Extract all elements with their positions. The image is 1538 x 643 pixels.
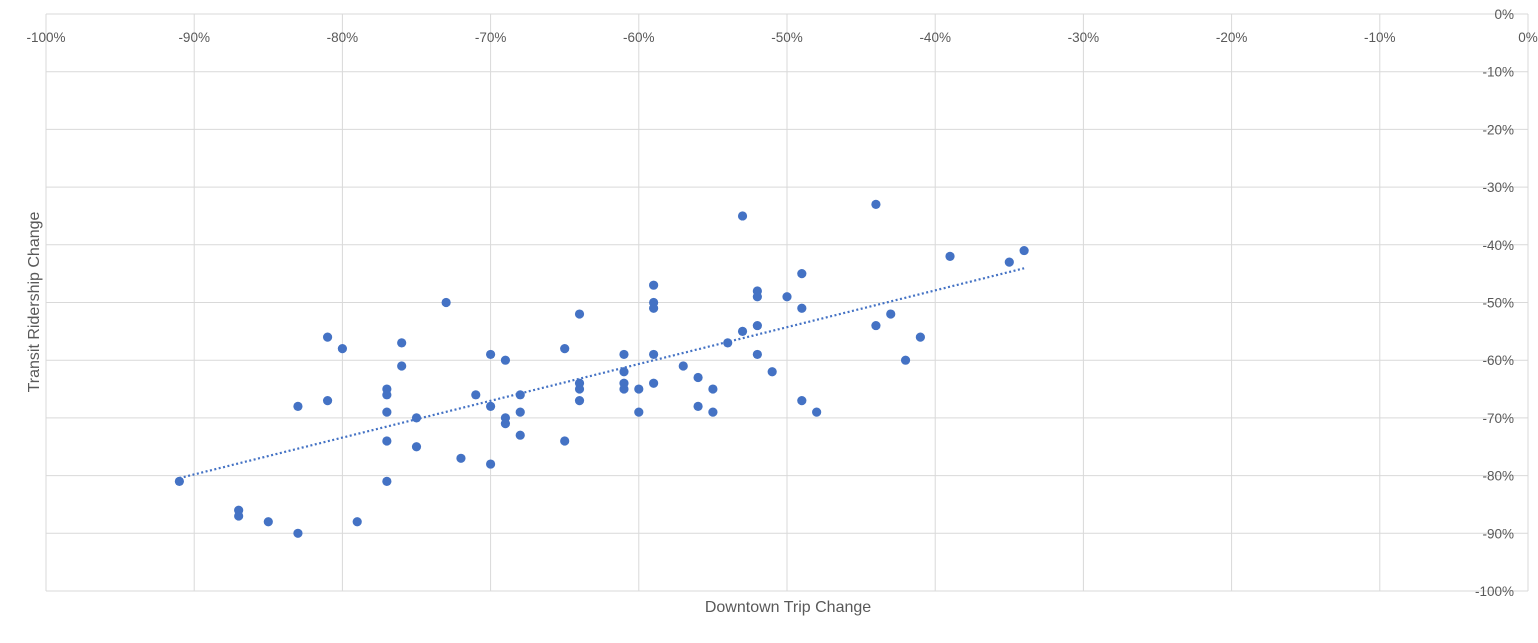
data-point — [871, 199, 881, 210]
data-point — [515, 407, 525, 417]
data-point — [1019, 245, 1029, 256]
data-point — [322, 332, 333, 342]
data-point — [574, 309, 585, 319]
trendline — [179, 267, 1025, 480]
y-tick-label: -10% — [1482, 65, 1514, 80]
data-point — [486, 459, 496, 469]
data-point — [382, 436, 392, 446]
x-tick-label: -40% — [919, 30, 951, 45]
data-point — [752, 349, 762, 360]
y-axis-title: Transit Ridership Change — [26, 211, 43, 392]
y-axis-ticks: 0% -10% -20% -30% -40% -50% -60% -70% -80% -90% -1… — [1475, 7, 1514, 599]
data-point — [797, 303, 807, 313]
y-tick-label: -60% — [1482, 353, 1514, 368]
data-point — [708, 384, 718, 394]
x-tick-label: 0% — [1518, 30, 1538, 45]
y-tick-label: -100% — [1475, 584, 1514, 599]
data-point — [797, 395, 807, 406]
data-point — [382, 476, 392, 486]
data-point — [515, 390, 525, 400]
data-point — [515, 430, 525, 440]
data-point — [263, 517, 273, 527]
data-point — [322, 395, 333, 406]
data-point — [915, 332, 925, 342]
data-point — [634, 407, 644, 417]
data-point — [752, 292, 762, 302]
trendline-layer — [179, 267, 1025, 480]
data-point — [737, 211, 748, 221]
data-point — [337, 344, 347, 354]
data-point — [945, 251, 955, 261]
data-point — [500, 419, 511, 429]
x-axis-ticks: -100% -90% -80% -70% -60% -50% -40% -30% -20% -10… — [26, 30, 1537, 45]
data-point — [234, 511, 244, 521]
data-point — [174, 476, 184, 486]
data-point — [619, 349, 629, 360]
data-point — [900, 355, 911, 365]
y-tick-label: 0% — [1494, 7, 1514, 22]
data-point — [678, 361, 688, 371]
data-point — [737, 326, 748, 336]
x-tick-label: -10% — [1364, 30, 1396, 45]
data-point — [411, 413, 422, 423]
data-point — [634, 384, 644, 394]
data-point — [441, 297, 451, 308]
data-point — [486, 349, 496, 360]
data-point — [649, 280, 659, 290]
data-point — [560, 436, 570, 446]
data-point — [411, 442, 422, 452]
data-point — [649, 349, 659, 360]
data-point — [752, 320, 762, 331]
data-point — [1004, 257, 1014, 267]
y-tick-label: -80% — [1482, 469, 1514, 484]
data-point — [797, 269, 807, 279]
y-tick-label: -40% — [1482, 238, 1514, 253]
data-point — [382, 390, 392, 400]
data-point — [500, 355, 511, 365]
gridlines — [45, 13, 1529, 592]
data-point — [693, 401, 703, 411]
data-point — [708, 407, 718, 417]
data-point — [649, 303, 659, 313]
data-point — [352, 517, 362, 527]
data-point — [574, 395, 585, 406]
x-tick-label: -100% — [26, 30, 65, 45]
y-tick-label: -30% — [1482, 180, 1514, 195]
x-tick-label: -30% — [1068, 30, 1100, 45]
data-point — [886, 309, 896, 319]
data-point — [397, 361, 407, 371]
y-tick-label: -50% — [1482, 296, 1514, 311]
data-point — [767, 367, 777, 377]
x-tick-label: -20% — [1216, 30, 1248, 45]
x-tick-label: -60% — [623, 30, 655, 45]
data-point — [619, 384, 629, 394]
data-point — [693, 372, 703, 383]
y-tick-label: -20% — [1482, 122, 1514, 137]
data-point — [456, 453, 466, 463]
x-tick-label: -70% — [475, 30, 507, 45]
data-point — [782, 292, 792, 302]
data-point — [293, 401, 303, 411]
data-points — [174, 199, 1029, 538]
data-point — [293, 528, 303, 538]
data-point — [471, 390, 481, 400]
y-tick-label: -70% — [1482, 411, 1514, 426]
x-tick-label: -80% — [327, 30, 359, 45]
y-tick-label: -90% — [1482, 526, 1514, 541]
x-tick-label: -90% — [178, 30, 210, 45]
data-point — [871, 320, 881, 331]
data-point — [574, 384, 585, 394]
data-point — [486, 401, 496, 411]
data-point — [649, 378, 659, 388]
x-axis-title: Downtown Trip Change — [705, 599, 871, 616]
data-point — [619, 367, 629, 377]
data-point — [812, 407, 822, 417]
data-point — [382, 407, 392, 417]
data-point — [723, 338, 733, 348]
x-tick-label: -50% — [771, 30, 803, 45]
data-point — [397, 338, 407, 348]
data-point — [560, 344, 570, 354]
